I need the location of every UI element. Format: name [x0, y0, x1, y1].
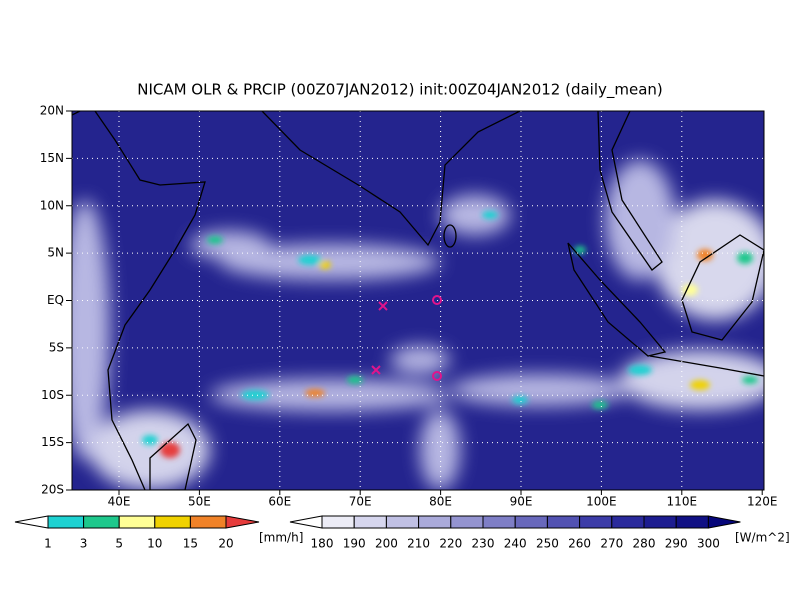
colorbar-box	[321, 515, 355, 529]
colorbar-label: 280	[633, 537, 656, 551]
map-title: NICAM OLR & PRCIP (00Z07JAN2012) init:00…	[137, 81, 663, 100]
colorbar-label: 290	[665, 537, 688, 551]
colorbar-label: 1	[44, 537, 52, 551]
colorbar-label: 15	[183, 537, 198, 551]
colorbar-label: 300	[697, 537, 720, 551]
lon-label: 120E	[747, 495, 778, 509]
lat-label: EQ	[47, 293, 64, 307]
colorbar-end	[14, 515, 49, 529]
colorbar-label: 230	[472, 537, 495, 551]
colorbar-box	[83, 515, 120, 529]
colorbar-box	[154, 515, 191, 529]
colorbar-box	[47, 515, 85, 529]
colorbar-box	[118, 515, 156, 529]
precip-unit: [mm/h]	[259, 531, 303, 545]
colorbar-box	[611, 515, 645, 529]
colorbar-label: 220	[439, 537, 462, 551]
colorbar-box	[450, 515, 484, 529]
colorbar-label: 190	[343, 537, 366, 551]
colorbar-label: 270	[600, 537, 623, 551]
precip-specks	[142, 211, 758, 458]
lat-label: 20N	[40, 104, 64, 118]
colorbar-box	[353, 515, 387, 529]
lon-label: 80E	[429, 495, 452, 509]
colorbar-box	[514, 515, 548, 529]
coastlines	[72, 111, 764, 490]
colorbar-label: 3	[80, 537, 88, 551]
lat-label: 20S	[41, 483, 64, 497]
colorbar-box	[189, 515, 227, 529]
colorbar-box	[418, 515, 452, 529]
lat-label: 10N	[40, 198, 64, 212]
colorbar-label: 250	[536, 537, 559, 551]
map-field	[72, 111, 764, 490]
colorbar-end	[225, 515, 260, 529]
lon-label: 40E	[108, 495, 131, 509]
lon-label: 60E	[268, 495, 291, 509]
colorbar-box	[643, 515, 677, 529]
colorbar-label: 180	[311, 537, 334, 551]
lat-label: 15S	[41, 435, 64, 449]
colorbar-label: 200	[375, 537, 398, 551]
colorbar-label: 210	[407, 537, 430, 551]
colorbar-box	[385, 515, 420, 529]
markers	[371, 295, 442, 381]
olr-unit: [W/m^2]	[735, 531, 790, 545]
colorbar-end	[707, 515, 741, 529]
colorbar-label: 240	[504, 537, 527, 551]
lon-label: 50E	[188, 495, 211, 509]
graticule	[72, 111, 764, 490]
colorbar-end	[289, 515, 323, 529]
lon-label: 70E	[349, 495, 372, 509]
colorbar-label: 5	[115, 537, 123, 551]
lon-label: 110E	[667, 495, 698, 509]
lat-label: 5S	[49, 340, 64, 354]
colorbar-box	[482, 515, 516, 529]
lon-label: 100E	[586, 495, 617, 509]
colorbar-box	[546, 515, 581, 529]
lat-label: 10S	[41, 388, 64, 402]
colorbar-label: 20	[218, 537, 233, 551]
colorbar-label: 10	[147, 537, 162, 551]
colorbar-box	[675, 515, 709, 529]
lat-label: 5N	[47, 246, 64, 260]
lon-label: 90E	[510, 495, 533, 509]
lat-label: 15N	[40, 151, 64, 165]
colorbar-box	[579, 515, 613, 529]
colorbar-label: 260	[568, 537, 591, 551]
